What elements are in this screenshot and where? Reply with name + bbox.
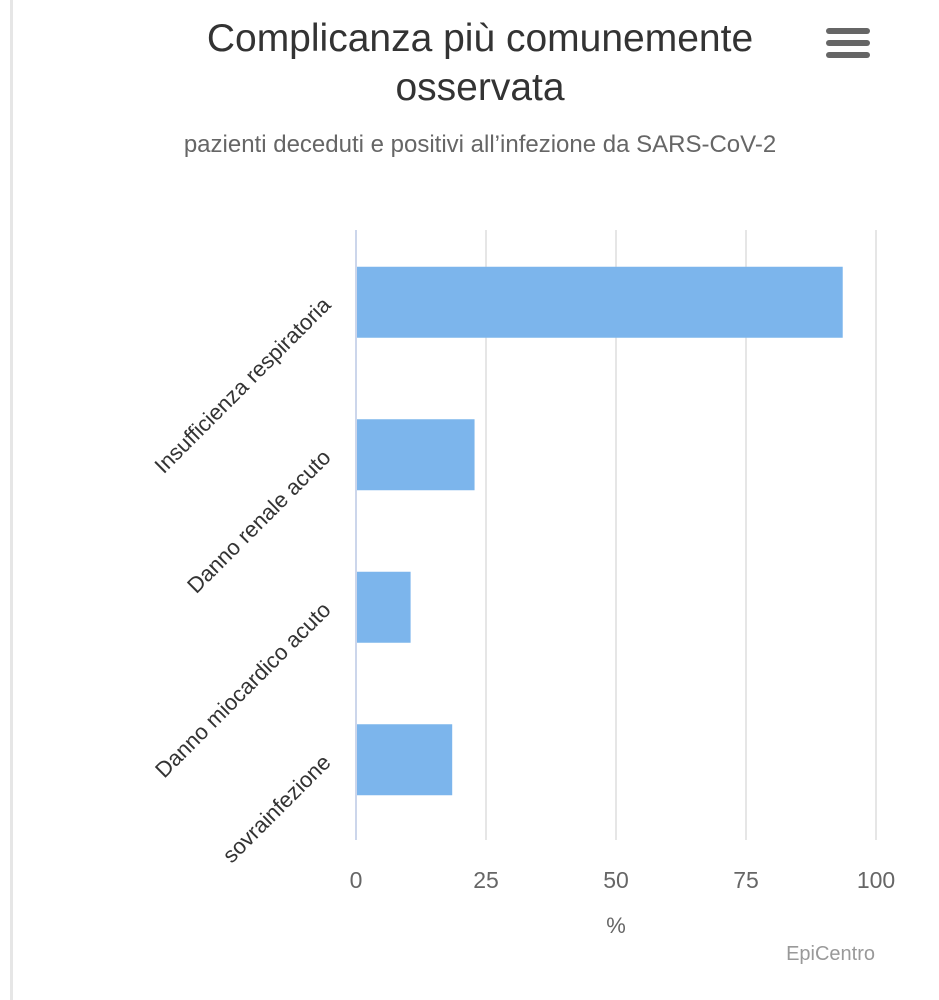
x-tick-label: 50 xyxy=(603,867,629,893)
category-label: Insufficienza respiratoria xyxy=(150,292,337,479)
chart-subtitle: pazienti deceduti e positivi all’infezio… xyxy=(183,131,777,158)
x-tick-label: 100 xyxy=(857,867,895,893)
category-label: Danno renale acuto xyxy=(182,445,335,598)
x-axis-label: % xyxy=(606,913,626,938)
chart-title: Complicanza più comunemente osservata xyxy=(206,17,754,109)
category-label: sovrainfezione xyxy=(218,750,336,868)
bar xyxy=(357,266,843,338)
x-tick-label: 0 xyxy=(350,867,363,893)
bar xyxy=(357,419,475,491)
x-tick-label: 25 xyxy=(473,867,499,893)
x-tick-label: 75 xyxy=(733,867,759,893)
credit-link[interactable]: EpiCentro xyxy=(786,943,875,965)
left-border xyxy=(10,0,13,1000)
bar xyxy=(357,724,453,796)
hamburger-menu-icon[interactable] xyxy=(826,28,870,64)
category-label: Danno miocardico acuto xyxy=(150,597,335,782)
bar xyxy=(357,571,411,643)
